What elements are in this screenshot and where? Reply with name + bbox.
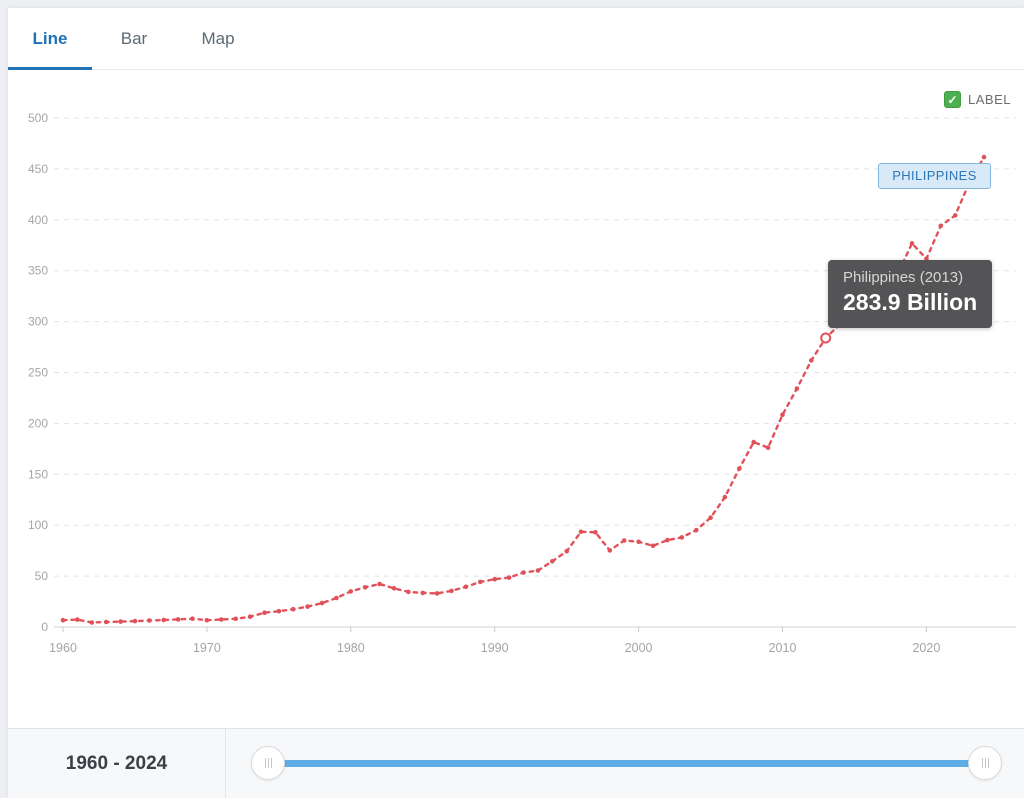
tab-bar: Line Bar Map xyxy=(8,8,1024,70)
svg-text:1980: 1980 xyxy=(337,641,365,655)
svg-text:100: 100 xyxy=(28,518,48,532)
range-slider xyxy=(226,729,1024,798)
svg-text:1990: 1990 xyxy=(481,641,509,655)
tab-map[interactable]: Map xyxy=(201,28,235,48)
tab-bar-chart[interactable]: Bar xyxy=(120,28,148,48)
svg-text:350: 350 xyxy=(28,264,48,278)
svg-text:50: 50 xyxy=(35,569,49,583)
svg-text:150: 150 xyxy=(28,467,48,481)
range-label-cell: 1960 - 2024 xyxy=(8,729,226,798)
philippines-series-chip[interactable]: PHILIPPINES xyxy=(878,163,991,189)
range-slider-handle-start[interactable] xyxy=(251,746,285,780)
svg-text:1960: 1960 xyxy=(49,641,77,655)
chart-widget-card: 0 50 100 150 200 250 300 350 400 450 500 1960 1970 19… xyxy=(8,8,1024,798)
range-label: 1960 - 2024 xyxy=(65,752,168,774)
range-slider-track[interactable] xyxy=(268,760,985,767)
svg-text:250: 250 xyxy=(28,366,48,380)
label-legend: ✓ LABEL xyxy=(944,91,1011,108)
line-chart: 0 50 100 150 200 250 300 350 400 450 500 1960 1970 19… xyxy=(28,111,1016,655)
svg-text:2010: 2010 xyxy=(769,641,797,655)
tab-line[interactable]: Line xyxy=(8,8,92,70)
label-checkbox[interactable]: ✓ xyxy=(944,91,962,108)
svg-text:200: 200 xyxy=(28,416,48,430)
svg-text:450: 450 xyxy=(28,162,48,176)
range-bar: 1960 - 2024 xyxy=(8,728,1024,798)
svg-text:2000: 2000 xyxy=(625,641,653,655)
svg-text:500: 500 xyxy=(28,111,48,125)
svg-text:1970: 1970 xyxy=(193,641,221,655)
svg-text:300: 300 xyxy=(28,315,48,329)
svg-text:400: 400 xyxy=(28,213,48,227)
svg-text:2020: 2020 xyxy=(912,641,940,655)
label-legend-text: LABEL xyxy=(968,92,1011,107)
svg-text:0: 0 xyxy=(41,620,48,634)
range-slider-handle-end[interactable] xyxy=(968,746,1002,780)
